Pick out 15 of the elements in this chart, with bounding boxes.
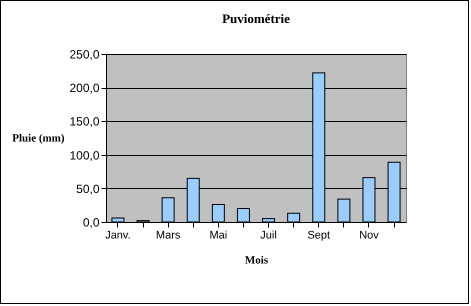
x-axis-title: Mois <box>244 254 269 266</box>
x-tick-label: Juil <box>260 230 277 242</box>
y-axis-title: Pluie (mm) <box>12 132 65 144</box>
y-tick-label: 0,0 <box>82 216 100 230</box>
x-tick-label: Nov <box>359 230 380 242</box>
x-tick-label: Mai <box>209 230 228 242</box>
y-tick-label: 150,0 <box>69 114 100 129</box>
x-tick-label: Sept <box>307 230 330 242</box>
y-tick-label: 250,0 <box>69 48 100 62</box>
y-tick-label: 50,0 <box>76 182 100 196</box>
x-tick-label: Mars <box>156 230 181 242</box>
x-tick-label: Janv. <box>105 230 131 242</box>
chart-title: Puviométrie <box>222 11 290 26</box>
y-tick-label: 100,0 <box>69 148 100 162</box>
y-tick-label: 200,0 <box>69 81 100 96</box>
